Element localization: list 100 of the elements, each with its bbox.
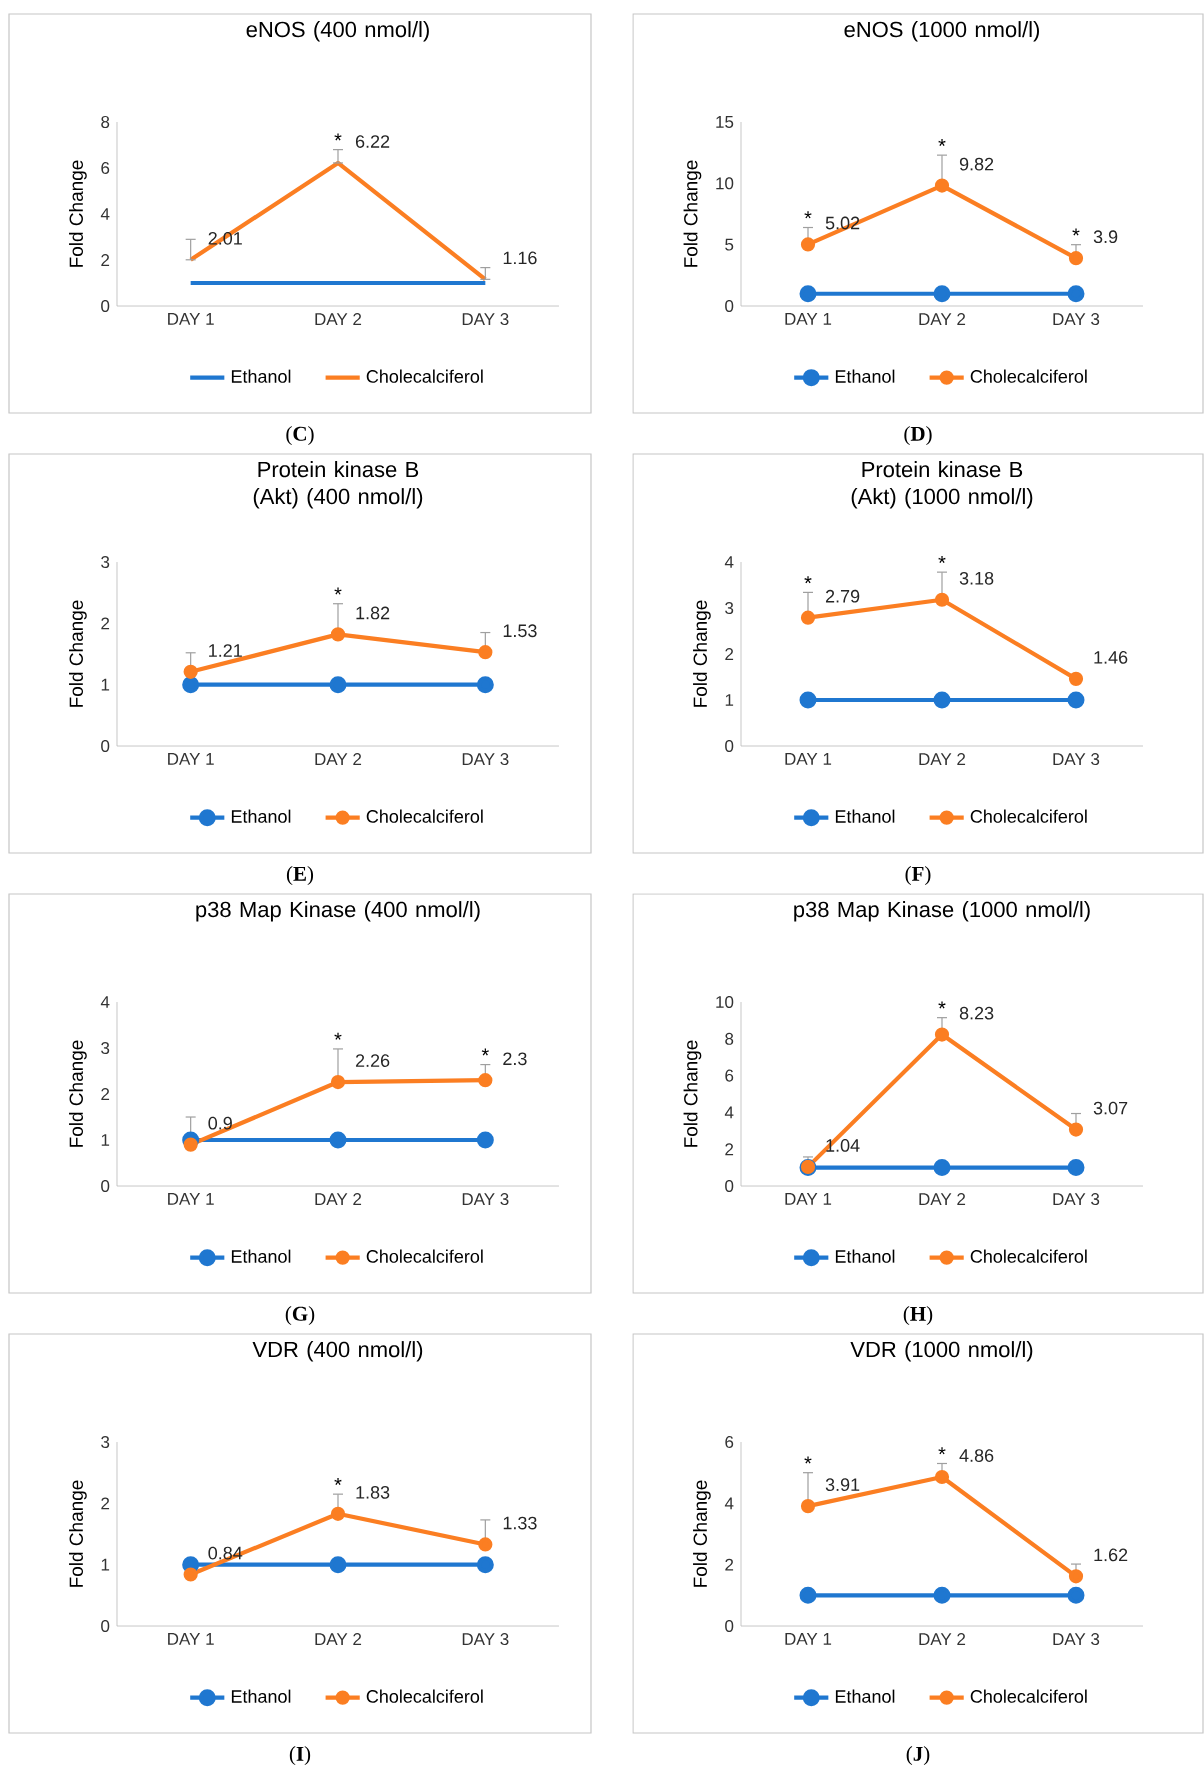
y-tick-label: 0 <box>725 740 734 753</box>
data-label: 4.86 <box>959 1449 994 1462</box>
y-tick-label: 5 <box>725 238 734 251</box>
data-label: 0.84 <box>208 1546 243 1560</box>
text: (J) <box>906 1746 930 1766</box>
legend-label: Cholecalciferol <box>970 1689 1087 1703</box>
x-tick-label: DAY 3 <box>1053 753 1100 766</box>
x-tick-label: DAY 1 <box>785 1633 832 1645</box>
annotation: * <box>804 1456 812 1464</box>
y-tick-label: 0 <box>101 1620 110 1633</box>
data-label: 1.21 <box>209 644 242 657</box>
y-tick-label: 3 <box>101 1436 110 1449</box>
y-axis-title: Fold Change <box>69 160 87 267</box>
y-axis-title: Fold Change <box>69 1040 87 1147</box>
y-axis-title: Fold Change <box>693 600 711 707</box>
data-label: 1.33 <box>503 1516 537 1530</box>
y-tick-label: 4 <box>724 1497 734 1510</box>
x-tick-label: DAY 2 <box>315 1633 362 1645</box>
data-label: 1.16 <box>503 251 537 265</box>
y-tick-label: 2 <box>725 648 734 660</box>
x-tick-label: DAY 1 <box>168 753 214 765</box>
chart-title: p38 Map Kinase (400 nmol/l) <box>196 901 480 922</box>
y-axis-title: Fold Change <box>693 1480 711 1587</box>
data-label: 1.46 <box>1094 651 1128 664</box>
annotation: * <box>334 133 342 141</box>
annotation: * <box>804 576 812 584</box>
legend-label: Ethanol <box>231 809 291 823</box>
legend-label: Cholecalciferol <box>366 809 483 823</box>
data-label: 1.62 <box>1094 1548 1128 1562</box>
x-tick-label: DAY 2 <box>919 1633 966 1645</box>
text: (C) <box>286 426 314 446</box>
legend-label: Cholecalciferol <box>970 1249 1087 1263</box>
y-tick-label: 1 <box>101 1558 110 1571</box>
chart-title: eNOS (1000 nmol/l) <box>844 21 1040 42</box>
chart-title: Protein kinase B (Akt) (400 nmol/l) <box>253 461 423 509</box>
y-tick-label: 15 <box>716 116 734 128</box>
data-label: 8.23 <box>959 1006 994 1020</box>
x-tick-label: DAY 1 <box>168 1193 214 1205</box>
text: (D) <box>904 426 932 446</box>
y-tick-label: 1 <box>725 694 734 706</box>
legend-label: Ethanol <box>835 1249 895 1263</box>
annotation: * <box>334 587 342 595</box>
data-label: 6.22 <box>355 135 390 148</box>
x-tick-label: DAY 3 <box>462 1193 509 1206</box>
y-tick-label: 6 <box>725 1069 734 1082</box>
x-tick-label: DAY 2 <box>315 1193 362 1205</box>
y-tick-label: 1 <box>101 1134 110 1146</box>
x-tick-label: DAY 1 <box>168 1633 214 1645</box>
text: (G) <box>285 1306 315 1326</box>
x-tick-label: DAY 3 <box>1053 1633 1100 1646</box>
legend-label: Ethanol <box>835 369 895 383</box>
x-tick-label: DAY 3 <box>462 753 509 766</box>
annotation: * <box>1072 228 1080 236</box>
legend-label: Cholecalciferol <box>970 369 1087 383</box>
data-label: 3.07 <box>1093 1101 1128 1115</box>
x-tick-label: DAY 2 <box>919 753 966 765</box>
y-tick-label: 2 <box>101 617 110 630</box>
data-label: 2.26 <box>355 1054 390 1067</box>
legend-label: Cholecalciferol <box>366 369 483 383</box>
annotation: * <box>804 211 812 219</box>
chart-title: eNOS (400 nmol/l) <box>246 21 429 42</box>
y-tick-label: 4 <box>100 996 110 1008</box>
x-tick-label: DAY 2 <box>315 753 362 765</box>
y-tick-label: 0 <box>101 300 110 313</box>
y-tick-label: 2 <box>101 254 110 266</box>
y-tick-label: 0 <box>725 1180 734 1193</box>
y-axis-title: Fold Change <box>683 1040 702 1147</box>
legend-label: Ethanol <box>835 809 895 823</box>
y-tick-label: 2 <box>725 1143 734 1156</box>
x-tick-label: DAY 3 <box>462 1633 509 1646</box>
legend-label: Ethanol <box>835 1689 895 1703</box>
text: (H) <box>903 1306 933 1326</box>
chart-title: VDR (400 nmol/l) <box>252 1341 423 1362</box>
x-tick-label: DAY 3 <box>462 313 509 326</box>
x-tick-label: DAY 1 <box>785 1193 832 1205</box>
x-tick-label: DAY 1 <box>785 753 832 765</box>
text: (F) <box>905 866 931 886</box>
x-tick-label: DAY 1 <box>168 313 214 325</box>
x-tick-label: DAY 1 <box>785 313 832 325</box>
chart-title: VDR (1000 nmol/l) <box>850 1341 1033 1362</box>
y-tick-label: 4 <box>724 556 734 568</box>
y-tick-label: 2 <box>101 1088 110 1100</box>
legend-label: Ethanol <box>231 1249 291 1263</box>
data-label: 1.82 <box>356 606 390 620</box>
annotation: * <box>481 1048 489 1056</box>
y-tick-label: 1 <box>101 678 110 691</box>
x-tick-label: DAY 3 <box>1053 313 1100 326</box>
y-tick-label: 6 <box>101 162 110 175</box>
data-label: 2.3 <box>503 1052 527 1066</box>
y-tick-label: 3 <box>101 1042 110 1055</box>
legend-label: Ethanol <box>231 1689 291 1703</box>
data-label: 3.18 <box>959 571 994 585</box>
annotation: * <box>334 1477 342 1486</box>
y-axis-title: Fold Change <box>69 600 87 707</box>
annotation: * <box>938 138 946 146</box>
data-label: 0.9 <box>208 1116 232 1130</box>
y-tick-label: 0 <box>101 1180 110 1193</box>
y-tick-label: 0 <box>725 300 734 313</box>
legend-label: Cholecalciferol <box>366 1249 483 1263</box>
y-axis-title: Fold Change <box>69 1480 87 1587</box>
